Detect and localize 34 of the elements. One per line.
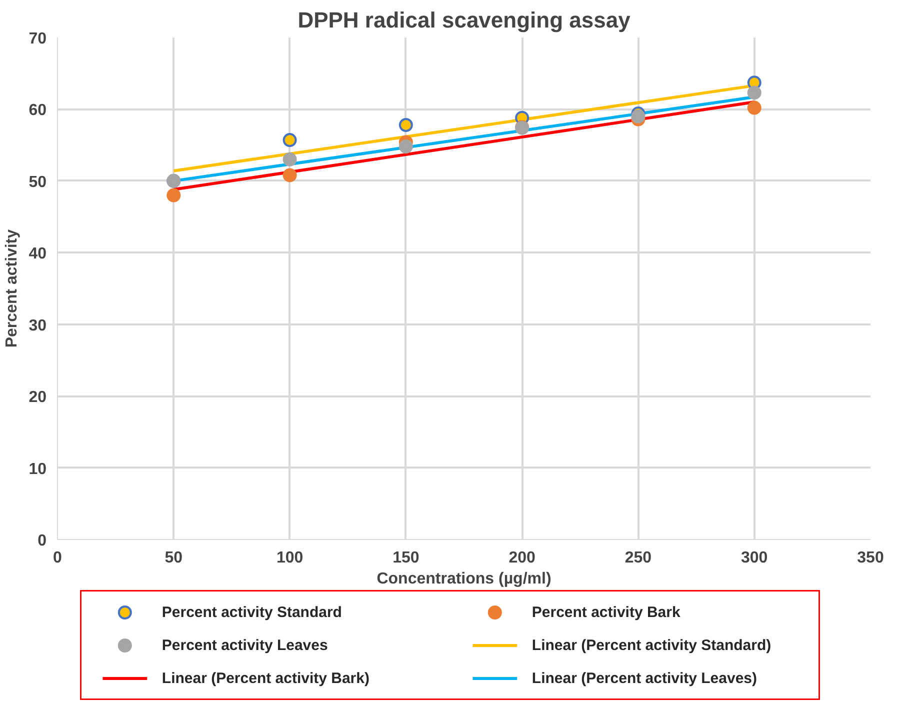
x-tick-label: 150 <box>392 550 420 566</box>
x-tick-label: 0 <box>53 550 62 566</box>
y-axis-title: Percent activity <box>4 229 21 348</box>
point <box>398 118 413 132</box>
point <box>747 100 762 115</box>
x-axis-title: Concentrations (µg/ml) <box>376 570 552 588</box>
legend-label: Percent activity Bark <box>532 604 681 621</box>
legend-label: Percent activity Standard <box>162 604 342 621</box>
point <box>282 152 297 166</box>
x-tick-label: 300 <box>741 550 768 566</box>
x-tick-label: 350 <box>857 550 884 566</box>
point <box>282 133 297 148</box>
y-tick-label: 50 <box>28 174 47 191</box>
chart-title: DPPH radical scavenging assay <box>298 8 632 32</box>
point <box>747 86 762 100</box>
legend-label: Percent activity Leaves <box>162 637 328 654</box>
legend-label: Linear (Percent activity Bark) <box>162 670 370 687</box>
point <box>166 188 181 202</box>
y-tick-label: 40 <box>28 246 47 263</box>
point <box>398 140 413 154</box>
y-tick-label: 70 <box>28 30 47 48</box>
x-tick-label: 200 <box>508 550 536 566</box>
y-tick-label: 20 <box>28 389 47 406</box>
x-tick-label: 100 <box>276 550 304 566</box>
legend-label: Linear (Percent activity Leaves) <box>532 670 758 687</box>
x-tick-label: 50 <box>164 550 183 566</box>
y-tick-label: 30 <box>28 317 47 334</box>
x-tick-label: 250 <box>624 550 652 566</box>
y-tick-label: 0 <box>38 532 47 550</box>
point <box>631 109 646 124</box>
y-tick-label: 10 <box>28 460 47 478</box>
point <box>282 168 297 182</box>
y-tick-label: 60 <box>28 102 47 120</box>
legend-label: Linear (Percent activity Standard) <box>532 637 772 654</box>
